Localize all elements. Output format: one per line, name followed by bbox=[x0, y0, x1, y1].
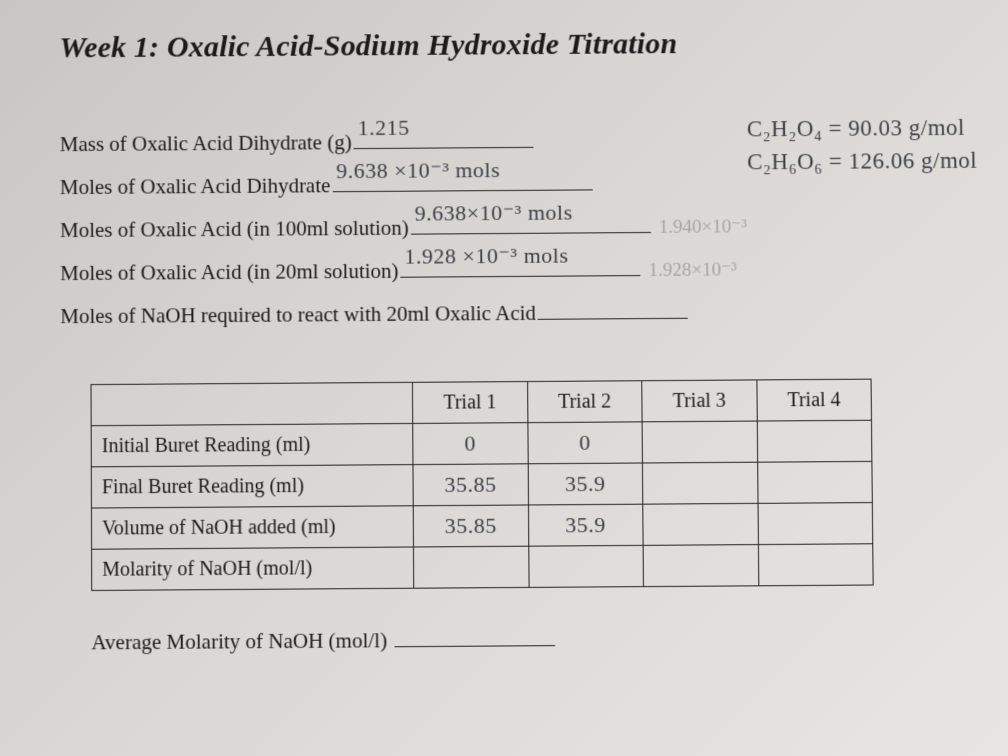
entry-blank: 9.638×10⁻³ mols bbox=[411, 209, 651, 235]
entry-row-3: Moles of Oxalic Acid (in 20ml solution) … bbox=[60, 246, 949, 295]
entry-blank: 1.928 ×10⁻³ mols bbox=[400, 252, 640, 278]
row-label: Volume of NaOH added (ml) bbox=[91, 506, 413, 549]
entry-label: Moles of Oxalic Acid (in 20ml solution) bbox=[60, 250, 399, 295]
entry-value: 1.928 ×10⁻³ mols bbox=[404, 233, 568, 279]
average-blank bbox=[394, 622, 555, 647]
table-header-row: Trial 1 Trial 2 Trial 3 Trial 4 bbox=[91, 379, 871, 426]
row-label: Initial Buret Reading (ml) bbox=[91, 424, 413, 467]
entry-value: 1.215 bbox=[357, 105, 409, 150]
average-label: Average Molarity of NaOH (mol/l) bbox=[91, 628, 387, 654]
title-rest: Oxalic Acid-Sodium Hydroxide Titration bbox=[159, 27, 677, 64]
col-header-4: Trial 4 bbox=[756, 379, 871, 421]
entry-faint: 1.940×10⁻³ bbox=[659, 208, 748, 248]
cell-value: 0 bbox=[579, 430, 591, 455]
entry-value: 9.638 ×10⁻³ mols bbox=[336, 147, 500, 193]
col-header-3: Trial 3 bbox=[642, 380, 757, 422]
entry-blank: 9.638 ×10⁻³ mols bbox=[332, 166, 592, 192]
entry-label: Mass of Oxalic Acid Dihydrate (g) bbox=[60, 121, 352, 166]
entry-faint: 1.928×10⁻³ bbox=[649, 252, 738, 292]
title-week: Week 1: bbox=[59, 31, 159, 65]
cell-value: 35.9 bbox=[565, 471, 606, 496]
cell-value: 35.85 bbox=[445, 513, 497, 538]
table-row: Initial Buret Reading (ml) 0 0 bbox=[91, 420, 872, 467]
row-label: Final Buret Reading (ml) bbox=[91, 465, 413, 508]
entry-row-4: Moles of NaOH required to react with 20m… bbox=[60, 289, 949, 338]
table-row: Molarity of NaOH (mol/l) bbox=[92, 544, 874, 591]
table-row: Volume of NaOH added (ml) 35.85 35.9 bbox=[91, 503, 872, 550]
col-header-1: Trial 1 bbox=[412, 382, 527, 424]
entry-label: Moles of Oxalic Acid Dihydrate bbox=[60, 164, 331, 209]
side-calculations: C₂H₂O₄ = 90.03 g/mol C₂H₆O₆ = 126.06 g/m… bbox=[747, 111, 978, 179]
worksheet-sheet: Week 1: Oxalic Acid-Sodium Hydroxide Tit… bbox=[0, 0, 1008, 756]
cell-value: 35.85 bbox=[444, 472, 496, 497]
col-header-2: Trial 2 bbox=[527, 381, 642, 423]
table-corner bbox=[91, 383, 413, 426]
entry-blank bbox=[538, 295, 688, 320]
entry-value: 9.638×10⁻³ mols bbox=[415, 190, 573, 236]
row-label: Molarity of NaOH (mol/l) bbox=[92, 547, 414, 590]
sidecalc-line-1: C₂H₂O₄ = 90.03 g/mol bbox=[747, 111, 977, 146]
page-title: Week 1: Oxalic Acid-Sodium Hydroxide Tit… bbox=[59, 25, 946, 65]
trials-table: Trial 1 Trial 2 Trial 3 Trial 4 Initial … bbox=[91, 379, 874, 591]
cell-value: 0 bbox=[464, 431, 476, 456]
entry-blank: 1.215 bbox=[354, 124, 534, 149]
sidecalc-line-2: C₂H₆O₆ = 126.06 g/mol bbox=[747, 144, 977, 179]
entry-label: Moles of Oxalic Acid (in 100ml solution) bbox=[60, 207, 409, 252]
cell-value: 35.9 bbox=[565, 512, 606, 537]
entry-label: Moles of NaOH required to react with 20m… bbox=[60, 292, 536, 338]
average-line: Average Molarity of NaOH (mol/l) bbox=[91, 619, 952, 655]
table-row: Final Buret Reading (ml) 35.85 35.9 bbox=[91, 462, 872, 509]
